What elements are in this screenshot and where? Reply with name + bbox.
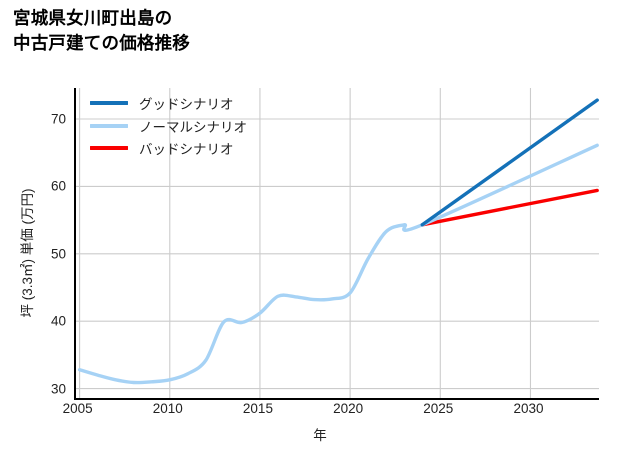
series-line: [77, 143, 599, 385]
x-tick-label: 2030: [513, 401, 544, 416]
legend-color-swatch: [90, 123, 128, 128]
series-line: [420, 188, 599, 227]
legend-item[interactable]: グッドシナリオ: [90, 92, 305, 115]
series-line: [420, 98, 599, 227]
chart-legend: グッドシナリオ ノーマルシナリオ バッドシナリオ: [90, 92, 305, 160]
x-tick-label: 2025: [423, 401, 454, 416]
legend-item[interactable]: ノーマルシナリオ: [90, 115, 305, 138]
legend-color-swatch: [90, 101, 128, 106]
gridlines: [76, 88, 599, 398]
legend-item[interactable]: バッドシナリオ: [90, 137, 305, 160]
series-lines: [77, 98, 599, 385]
legend-item-label: バッドシナリオ: [139, 142, 234, 158]
y-axis-title: 坪 (3.3㎡) 単価 (万円): [20, 188, 35, 318]
legend-item-label: ノーマルシナリオ: [139, 119, 247, 135]
y-tick-label: 30: [50, 381, 66, 397]
x-tick-label: 2015: [242, 401, 273, 416]
plot-area: [74, 88, 599, 400]
legend-color-swatch: [90, 146, 128, 151]
legend-item-label: グッドシナリオ: [139, 97, 234, 113]
chart-svg: [76, 88, 599, 398]
x-tick-label: 2010: [152, 401, 183, 416]
x-tick-label: 2020: [333, 401, 364, 416]
chart-title: 宮城県女川町出島の 中古戸建ての価格推移: [13, 8, 190, 53]
x-axis-title: 年: [313, 428, 327, 443]
x-tick-label: 2005: [62, 401, 93, 416]
